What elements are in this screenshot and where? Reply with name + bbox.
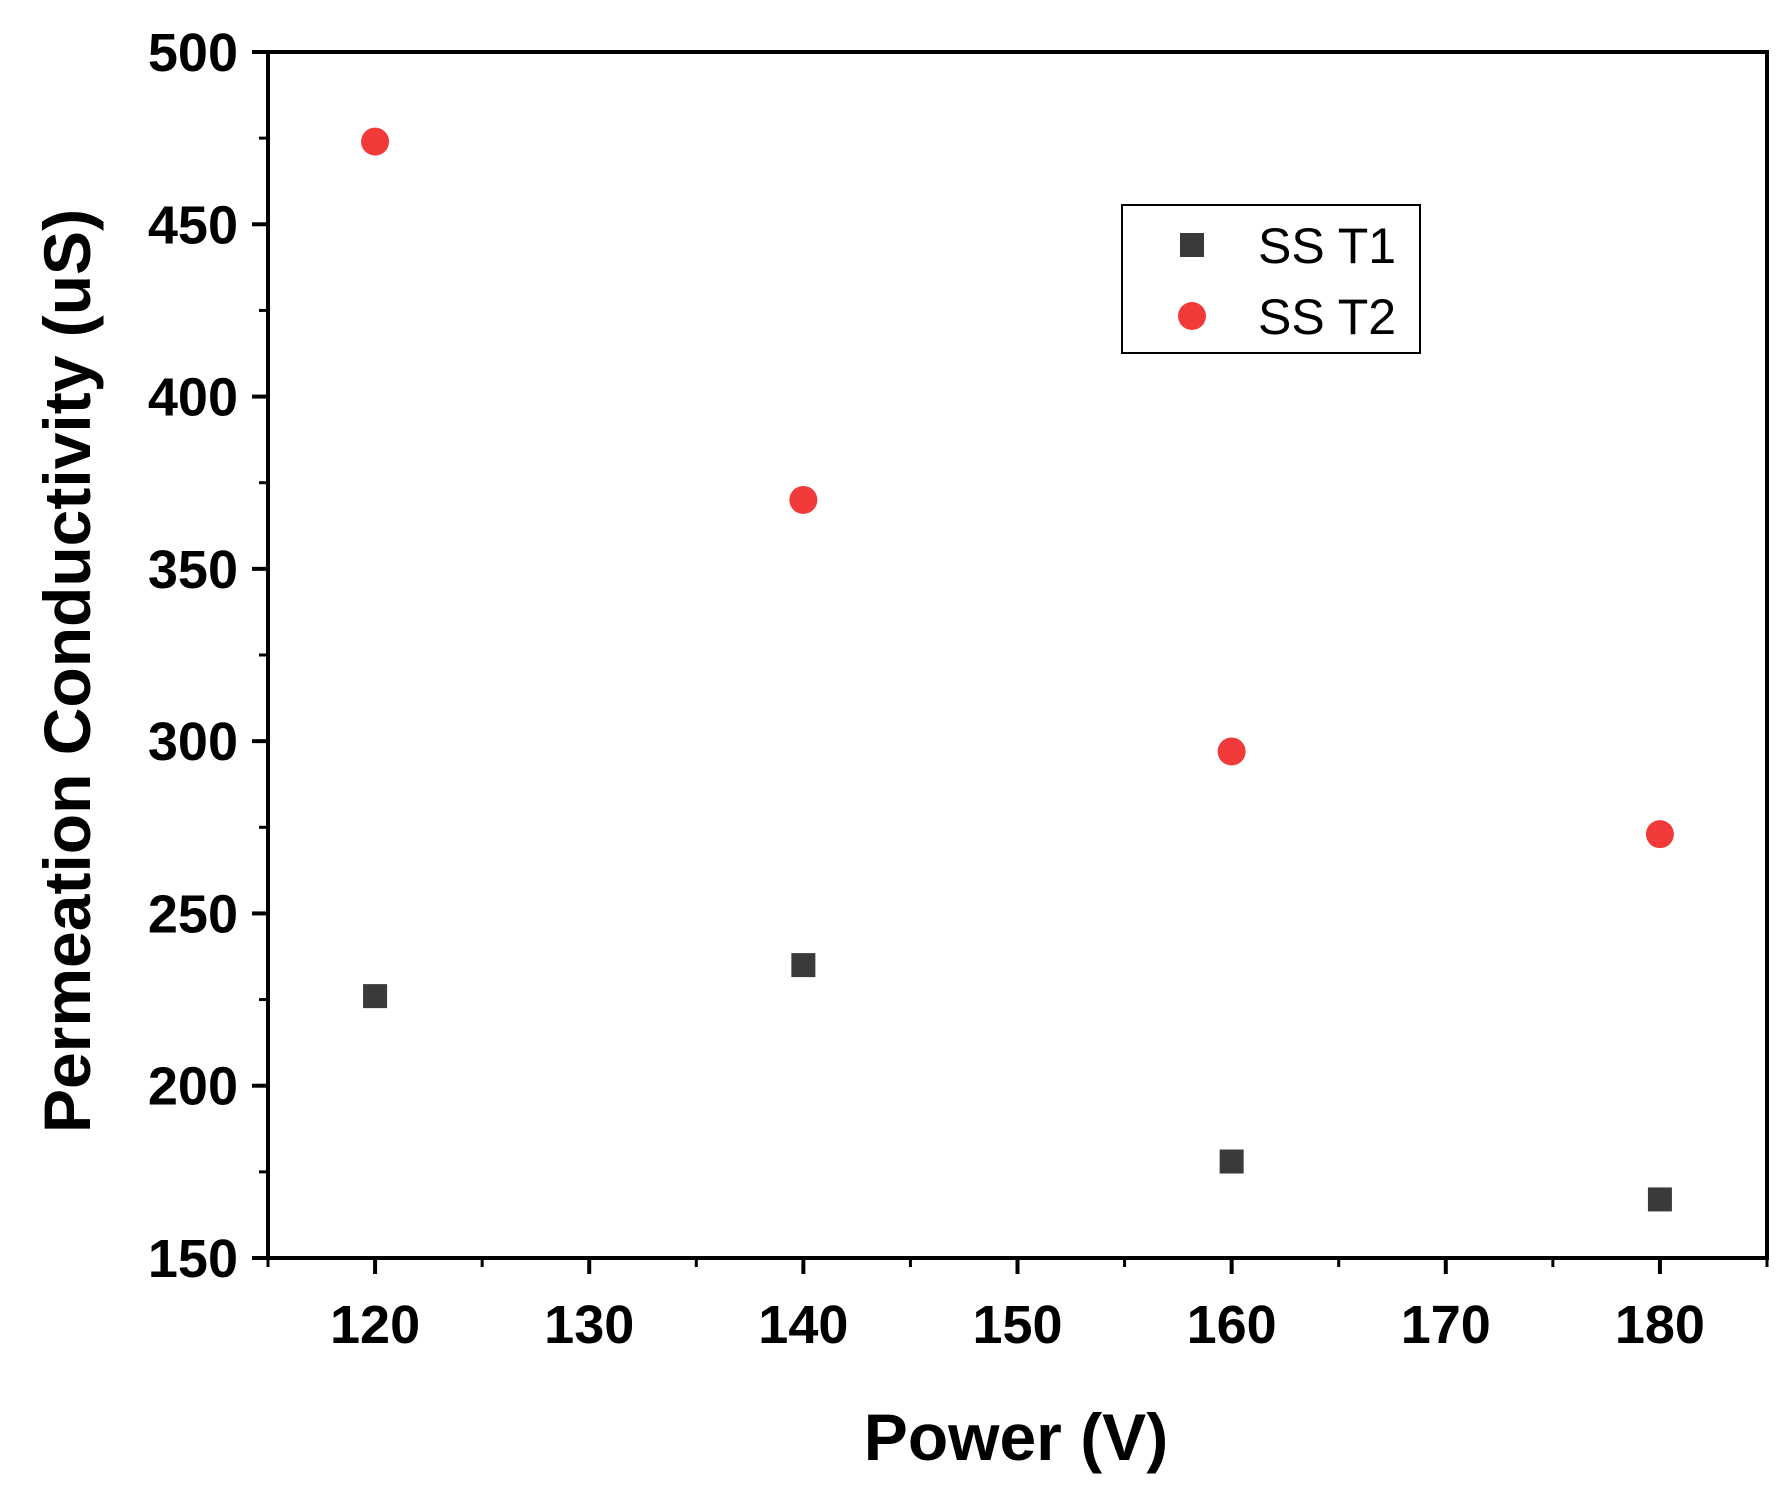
data-point-square <box>363 984 388 1009</box>
x-tick-label: 130 <box>544 1295 634 1355</box>
plot-frame <box>266 50 1769 1260</box>
data-point-circle <box>789 485 818 514</box>
y-tick-label: 350 <box>148 540 238 600</box>
legend-box <box>1121 204 1421 354</box>
x-axis-title: Power (V) <box>864 1400 1168 1474</box>
y-tick-label: 150 <box>148 1229 238 1289</box>
data-points <box>361 127 1674 1212</box>
data-point-square <box>1219 1149 1244 1174</box>
y-tick-label: 200 <box>148 1057 238 1117</box>
y-tick-label: 250 <box>148 884 238 944</box>
data-point-circle <box>1217 737 1246 766</box>
legend-marker-square <box>1180 233 1204 257</box>
y-tick-label: 450 <box>148 195 238 255</box>
x-tick-label: 120 <box>330 1295 420 1355</box>
y-tick-label: 400 <box>148 368 238 428</box>
legend-label: SS T1 <box>1258 218 1396 274</box>
data-point-square <box>1647 1187 1672 1212</box>
x-tick-label: 150 <box>972 1295 1062 1355</box>
legend-marker-circle <box>1178 302 1206 330</box>
y-tick-label: 300 <box>148 712 238 772</box>
x-tick-label: 170 <box>1401 1295 1491 1355</box>
y-tick-label: 500 <box>148 23 238 83</box>
legend: SS T1 SS T2 <box>1121 204 1421 354</box>
data-point-circle <box>1645 820 1674 849</box>
data-point-circle <box>361 127 390 156</box>
legend-label: SS T2 <box>1258 289 1396 345</box>
x-tick-label: 180 <box>1615 1295 1705 1355</box>
y-axis-title: Permeation Conductivity (uS) <box>30 209 104 1133</box>
axes: 120 130 140 150 160 170 180 150 200 250 300 350 400 4… <box>148 23 1769 1355</box>
data-point-square <box>791 953 816 978</box>
x-tick-label: 140 <box>758 1295 848 1355</box>
x-tick-label: 160 <box>1187 1295 1277 1355</box>
